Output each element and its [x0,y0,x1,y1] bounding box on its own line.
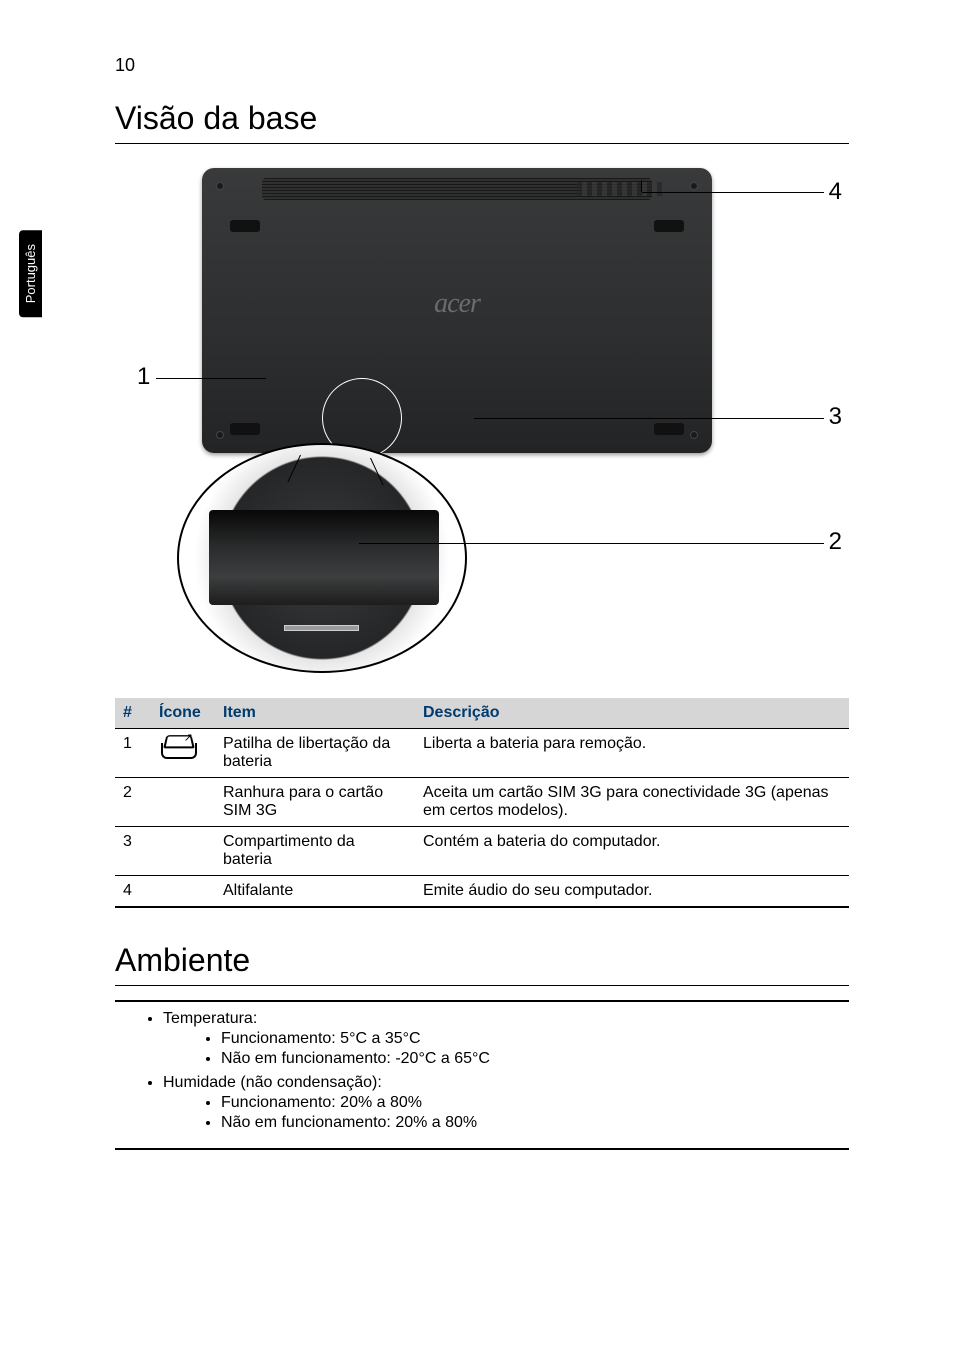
cell-desc: Liberta a bateria para remoção. [415,729,849,778]
page-content: 10 Visão da base acer [115,55,849,1150]
cell-icon: ↗ [151,729,215,778]
env-hum-label: Humidade (não condensação): [163,1074,382,1091]
callout-1: 1 [137,363,150,391]
env-temp-item: Não em funcionamento: -20°C a 65°C [221,1050,849,1068]
base-view-diagram: acer 1 4 3 2 [122,158,842,678]
table-row: 2 Ranhura para o cartão SIM 3G Aceita um… [115,778,849,827]
battery-release-icon: ↗ [159,735,197,759]
components-table: # Ícone Item Descrição 1 ↗ Patilha de li… [115,698,849,908]
cell-icon [151,876,215,908]
callout-4: 4 [829,178,842,206]
cell-icon [151,778,215,827]
table-row: 4 Altifalante Emite áudio do seu computa… [115,876,849,908]
env-hum-item: Não em funcionamento: 20% a 80% [221,1114,849,1132]
page-number: 10 [115,55,849,76]
cell-num: 1 [115,729,151,778]
heading-base-view: Visão da base [115,100,849,144]
cell-num: 2 [115,778,151,827]
cell-icon [151,827,215,876]
language-tab: Português [19,230,42,317]
cell-item: Compartimento da bateria [215,827,415,876]
env-temp-label: Temperatura: [163,1010,257,1027]
table-row: 1 ↗ Patilha de libertação da bateria Lib… [115,729,849,778]
cell-num: 3 [115,827,151,876]
env-temp: Temperatura: Funcionamento: 5°C a 35°C N… [163,1010,849,1068]
th-desc: Descrição [415,698,849,729]
callout-2: 2 [829,528,842,556]
heading-environment: Ambiente [115,942,849,986]
manual-page: Português 10 Visão da base acer [0,0,954,1210]
th-item: Item [215,698,415,729]
cell-num: 4 [115,876,151,908]
zoom-detail-illustration [177,443,467,673]
brand-logo: acer [434,288,480,320]
env-humidity: Humidade (não condensação): Funcionament… [163,1074,849,1132]
cell-item: Patilha de libertação da bateria [215,729,415,778]
env-hum-item: Funcionamento: 20% a 80% [221,1094,849,1112]
cell-desc: Emite áudio do seu computador. [415,876,849,908]
cell-desc: Aceita um cartão SIM 3G para conectivida… [415,778,849,827]
th-icon: Ícone [151,698,215,729]
environment-section: Temperatura: Funcionamento: 5°C a 35°C N… [115,1000,849,1150]
table-row: 3 Compartimento da bateria Contém a bate… [115,827,849,876]
env-temp-item: Funcionamento: 5°C a 35°C [221,1030,849,1048]
cell-desc: Contém a bateria do computador. [415,827,849,876]
callout-3: 3 [829,403,842,431]
th-num: # [115,698,151,729]
device-underside-illustration: acer [202,168,712,453]
cell-item: Altifalante [215,876,415,908]
cell-item: Ranhura para o cartão SIM 3G [215,778,415,827]
